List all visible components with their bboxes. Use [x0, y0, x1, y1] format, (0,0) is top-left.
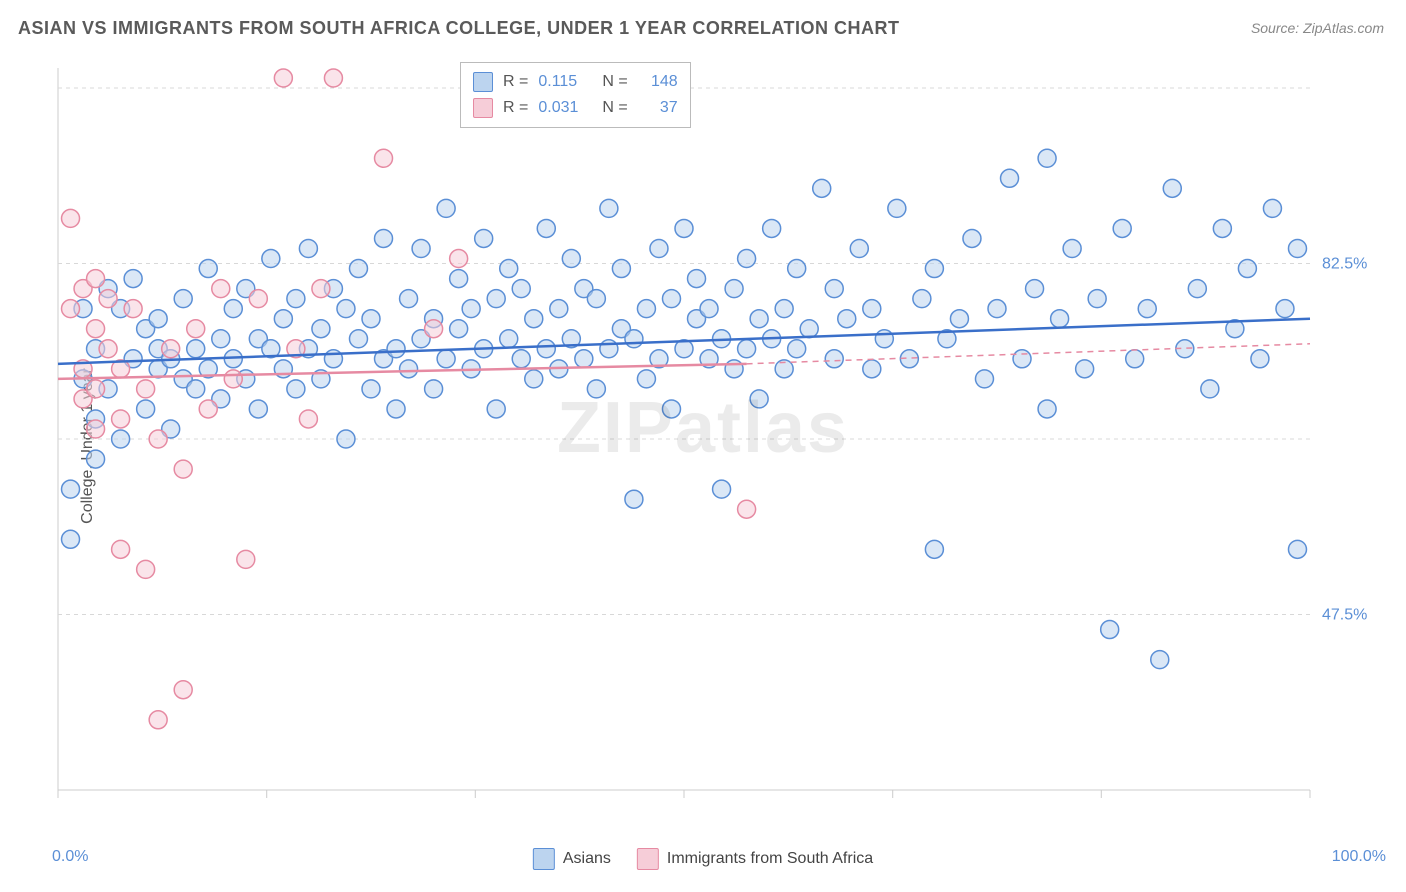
x-axis-min-label: 0.0% — [52, 848, 88, 866]
svg-text:47.5%: 47.5% — [1322, 607, 1367, 624]
series-legend: Asians Immigrants from South Africa — [533, 848, 873, 870]
chart-title: ASIAN VS IMMIGRANTS FROM SOUTH AFRICA CO… — [18, 18, 900, 39]
plot-area: 47.5% 82.5% — [50, 60, 1390, 830]
legend-r-value-asians: 0.115 — [538, 69, 592, 95]
legend-n-label: N = — [602, 95, 627, 121]
svg-text:82.5%: 82.5% — [1322, 256, 1367, 273]
legend-label-asians: Asians — [563, 850, 611, 868]
legend-swatch-sa — [637, 848, 659, 870]
legend-item-asians: Asians — [533, 848, 611, 870]
legend-item-sa: Immigrants from South Africa — [637, 848, 873, 870]
legend-n-value-asians: 148 — [638, 69, 678, 95]
x-axis-max-label: 100.0% — [1332, 848, 1386, 866]
legend-swatch-asians — [533, 848, 555, 870]
chart-svg: 47.5% 82.5% — [50, 60, 1390, 830]
source-attribution: Source: ZipAtlas.com — [1251, 20, 1384, 36]
correlation-legend: R = 0.115 N = 148 R = 0.031 N = 37 — [460, 62, 691, 128]
legend-row-asians: R = 0.115 N = 148 — [473, 69, 678, 95]
legend-r-label: R = — [503, 95, 528, 121]
legend-r-label: R = — [503, 69, 528, 95]
legend-r-value-sa: 0.031 — [538, 95, 592, 121]
legend-swatch-sa — [473, 98, 493, 118]
legend-swatch-asians — [473, 72, 493, 92]
legend-row-sa: R = 0.031 N = 37 — [473, 95, 678, 121]
legend-n-label: N = — [602, 69, 627, 95]
legend-n-value-sa: 37 — [638, 95, 678, 121]
chart-container: ASIAN VS IMMIGRANTS FROM SOUTH AFRICA CO… — [0, 0, 1406, 892]
legend-label-sa: Immigrants from South Africa — [667, 850, 873, 868]
